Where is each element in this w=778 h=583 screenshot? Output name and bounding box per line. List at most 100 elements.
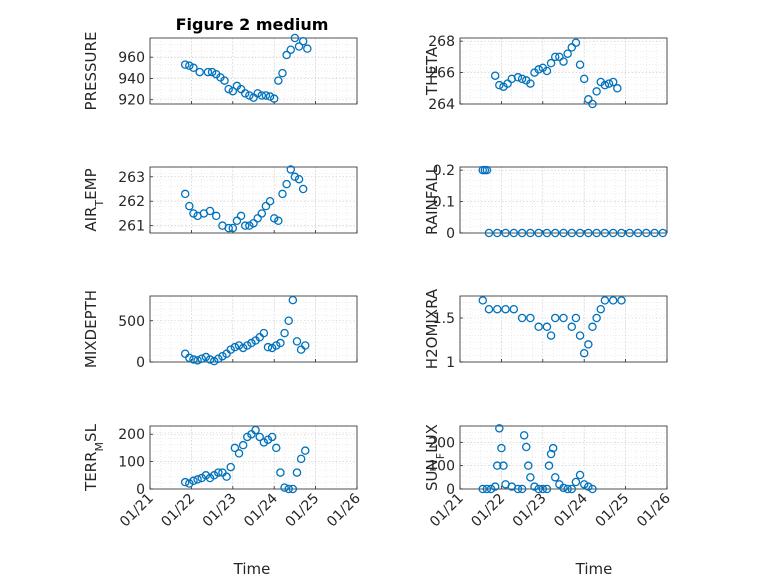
y-tick-label: 940 — [118, 71, 145, 87]
y-tick-label: 261 — [118, 219, 145, 235]
data-point — [222, 472, 231, 481]
data-point — [274, 76, 283, 85]
data-point — [245, 221, 254, 230]
data-point — [180, 477, 190, 487]
y-tick-label: 262 — [118, 194, 145, 210]
data-point — [517, 74, 527, 84]
data-point — [544, 461, 554, 470]
data-point — [257, 91, 267, 100]
data-point — [559, 483, 568, 493]
data-point — [478, 296, 488, 305]
data-point — [575, 228, 585, 238]
x-tick-label: 01/25 — [593, 491, 633, 531]
data-point — [292, 337, 302, 346]
chart-title: Figure 2 medium — [176, 15, 329, 34]
data-point — [526, 473, 535, 482]
data-point — [567, 484, 577, 494]
data-point — [542, 66, 552, 76]
data-point — [294, 42, 304, 51]
data-point — [263, 342, 273, 352]
y-tick-label: 0 — [446, 482, 455, 498]
y-tick-label: 266 — [428, 66, 455, 82]
data-point — [201, 352, 211, 362]
data-point — [633, 228, 643, 238]
data-point — [548, 443, 558, 453]
data-point — [189, 355, 198, 364]
data-point — [559, 228, 568, 238]
data-point — [249, 218, 258, 228]
data-point — [185, 61, 194, 70]
data-point — [189, 209, 198, 218]
data-point — [608, 228, 618, 238]
data-point — [280, 328, 289, 338]
x-tick-label: 01/22 — [468, 491, 508, 531]
data-point — [534, 484, 543, 494]
data-point — [203, 67, 213, 77]
data-point — [180, 60, 190, 69]
data-point — [495, 80, 504, 90]
data-point — [228, 86, 238, 96]
data-point — [517, 228, 527, 238]
data-point — [550, 473, 560, 482]
data-point — [608, 77, 618, 87]
axes-box — [149, 295, 358, 363]
y-tick-label: 263 — [118, 170, 145, 186]
data-point — [185, 353, 194, 363]
data-point — [546, 58, 556, 68]
data-point — [230, 342, 240, 352]
data-point — [584, 482, 593, 491]
data-point — [490, 482, 500, 491]
data-point — [243, 341, 252, 350]
data-point — [220, 76, 229, 85]
data-point — [189, 476, 198, 486]
data-point — [303, 44, 312, 53]
data-point — [588, 484, 597, 494]
data-point — [214, 468, 223, 477]
data-point — [226, 345, 235, 354]
data-point — [579, 480, 589, 489]
data-point — [579, 348, 589, 358]
y-tick-label: 264 — [428, 97, 455, 113]
data-point — [234, 449, 244, 458]
x-tick-label: 01/26 — [324, 490, 364, 530]
data-point — [288, 484, 298, 494]
data-point — [501, 304, 510, 314]
data-point — [513, 484, 523, 494]
data-point — [592, 313, 601, 323]
data-point — [524, 461, 533, 470]
data-point — [261, 201, 271, 211]
data-point — [563, 49, 572, 58]
data-point — [596, 304, 606, 314]
data-point — [205, 206, 215, 216]
data-point — [542, 228, 552, 238]
y-tick-label: 0.1 — [433, 195, 455, 211]
data-point — [259, 328, 269, 338]
data-point — [290, 172, 300, 182]
data-point — [251, 425, 260, 435]
data-point — [493, 461, 502, 470]
data-point — [584, 340, 593, 349]
data-point — [255, 432, 264, 442]
data-point — [482, 165, 492, 175]
data-point — [600, 228, 610, 238]
data-point — [519, 431, 529, 440]
data-point — [530, 482, 539, 491]
data-point — [482, 484, 492, 494]
data-point — [195, 67, 204, 77]
data-point — [526, 313, 535, 323]
data-point — [205, 355, 215, 364]
data-point — [571, 313, 581, 323]
data-point — [214, 354, 223, 363]
y-axis-label: TERRMSL — [82, 423, 106, 492]
data-point — [608, 296, 618, 305]
data-point — [584, 228, 593, 238]
data-point — [575, 60, 585, 69]
data-point — [509, 304, 519, 314]
data-point — [224, 84, 233, 94]
y-tick-label: 100 — [118, 455, 145, 471]
x-axis-label-left: Time — [233, 560, 271, 578]
